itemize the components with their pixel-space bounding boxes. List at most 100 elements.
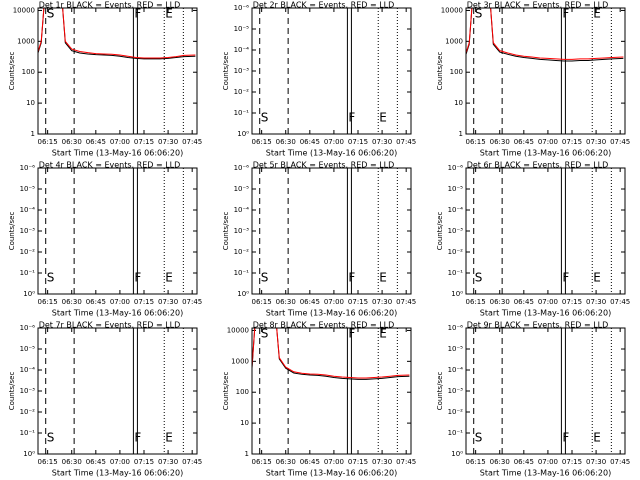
- x-tick-label: 06:45: [514, 458, 534, 466]
- panel: Det 5r BLACK = Events, RED = LLD Start Ti…: [222, 161, 416, 318]
- y-axis-label: Counts/sec: [8, 372, 16, 411]
- y-axis-label: Counts/sec: [222, 212, 230, 251]
- y-axis-label: Counts/sec: [436, 212, 444, 251]
- y-tick-label: 100: [236, 388, 249, 396]
- y-tick-label: 10: [240, 419, 249, 427]
- chart-title: Det 2r BLACK = Events, RED = LLD: [253, 1, 395, 10]
- plot-frame: [37, 167, 198, 295]
- x-tick-label: 07:30: [158, 458, 178, 466]
- x-axis-label: Start Time (13-May-16 06:06:20): [52, 149, 183, 158]
- annotation: E: [379, 327, 387, 341]
- panel: Det 7r BLACK = Events, RED = LLD Start Ti…: [8, 321, 202, 478]
- annotation: E: [593, 271, 601, 285]
- annotation: F: [348, 327, 355, 341]
- annotation: F: [562, 271, 569, 285]
- y-tick-label: 1: [31, 130, 35, 138]
- chart-title: Det 9r BLACK = Events, RED = LLD: [467, 321, 609, 330]
- y-tick-label: 10⁻¹: [234, 269, 250, 277]
- annotation: S: [47, 7, 55, 21]
- annotation: E: [165, 271, 173, 285]
- y-tick-label: 10000: [227, 326, 249, 334]
- y-tick-label: 10: [26, 99, 35, 107]
- x-tick-label: 07:00: [110, 138, 130, 146]
- annotation: E: [593, 7, 601, 21]
- y-axis-label: Counts/sec: [222, 52, 230, 91]
- series-line: [252, 328, 410, 379]
- y-tick-label: 10⁻²: [20, 408, 36, 416]
- annotation: E: [165, 7, 173, 21]
- x-tick-label: 07:15: [348, 138, 368, 146]
- y-tick-label: 10⁻⁴: [448, 206, 464, 214]
- y-tick-label: 1000: [445, 37, 463, 45]
- y-axis-label: Counts/sec: [222, 372, 230, 411]
- x-tick-label: 06:30: [490, 458, 510, 466]
- annotation: E: [379, 271, 387, 285]
- series-line: [252, 328, 410, 380]
- x-tick-label: 07:45: [396, 298, 416, 306]
- y-tick-label: 10⁻⁶: [448, 164, 464, 172]
- plot-frame: [251, 167, 412, 295]
- chart-title: Det 7r BLACK = Events, RED = LLD: [39, 321, 181, 330]
- x-tick-label: 06:15: [252, 298, 272, 306]
- annotation: F: [562, 431, 569, 445]
- y-tick-label: 10⁻¹: [20, 269, 36, 277]
- plot-frame: [37, 7, 198, 135]
- y-tick-label: 10⁰: [237, 290, 249, 298]
- y-tick-label: 10⁰: [23, 290, 35, 298]
- x-tick-label: 07:00: [538, 458, 558, 466]
- chart-title: Det 1r BLACK = Events, RED = LLD: [39, 1, 181, 10]
- x-axis-label: Start Time (13-May-16 06:06:20): [52, 469, 183, 478]
- panel: Det 1r BLACK = Events, RED = LLD Start Ti…: [8, 1, 202, 158]
- x-tick-label: 07:45: [610, 298, 630, 306]
- y-tick-label: 10⁻²: [234, 248, 250, 256]
- y-tick-label: 10⁻³: [448, 227, 464, 235]
- chart-title: Det 5r BLACK = Events, RED = LLD: [253, 161, 395, 170]
- y-axis-label: Counts/sec: [436, 372, 444, 411]
- annotation: F: [348, 271, 355, 285]
- y-tick-label: 10⁻⁵: [448, 345, 464, 353]
- annotation: F: [134, 271, 141, 285]
- x-tick-label: 07:30: [158, 138, 178, 146]
- x-tick-label: 07:00: [324, 298, 344, 306]
- x-tick-label: 07:00: [110, 458, 130, 466]
- plot-frame: [465, 167, 626, 295]
- x-tick-label: 07:30: [372, 138, 392, 146]
- y-axis-label: Counts/sec: [8, 212, 16, 251]
- x-tick-label: 06:15: [466, 298, 486, 306]
- x-tick-label: 07:30: [372, 298, 392, 306]
- y-tick-label: 10⁻⁴: [448, 366, 464, 374]
- y-tick-label: 10⁰: [237, 130, 249, 138]
- panel: Det 6r BLACK = Events, RED = LLD Start Ti…: [436, 161, 630, 318]
- y-tick-label: 10⁻¹: [448, 269, 464, 277]
- y-axis-label: Counts/sec: [8, 52, 16, 91]
- x-tick-label: 07:15: [562, 298, 582, 306]
- x-tick-label: 06:15: [466, 138, 486, 146]
- x-axis-label: Start Time (13-May-16 06:06:20): [266, 469, 397, 478]
- y-tick-label: 1000: [17, 37, 35, 45]
- y-tick-label: 10⁻¹: [234, 109, 250, 117]
- y-tick-label: 100: [450, 68, 463, 76]
- y-axis-label: Counts/sec: [436, 52, 444, 91]
- annotation: S: [261, 111, 269, 125]
- y-tick-label: 10⁻⁵: [20, 345, 36, 353]
- y-tick-label: 10⁻⁵: [20, 185, 36, 193]
- y-tick-label: 100: [22, 68, 35, 76]
- x-tick-label: 06:30: [276, 138, 296, 146]
- annotation: F: [134, 7, 141, 21]
- x-tick-label: 06:15: [38, 458, 58, 466]
- x-tick-label: 06:45: [300, 298, 320, 306]
- y-tick-label: 10⁻⁶: [20, 164, 36, 172]
- x-tick-label: 06:45: [514, 138, 534, 146]
- y-tick-label: 10: [454, 99, 463, 107]
- x-tick-label: 07:15: [562, 458, 582, 466]
- x-tick-label: 07:30: [586, 458, 606, 466]
- series-line: [466, 8, 624, 60]
- x-tick-label: 07:30: [586, 138, 606, 146]
- series-line: [38, 8, 196, 59]
- y-tick-label: 10⁻²: [448, 248, 464, 256]
- x-tick-label: 07:15: [134, 458, 154, 466]
- y-tick-label: 10⁻¹: [448, 429, 464, 437]
- x-tick-label: 06:45: [300, 138, 320, 146]
- y-tick-label: 10⁻⁵: [448, 185, 464, 193]
